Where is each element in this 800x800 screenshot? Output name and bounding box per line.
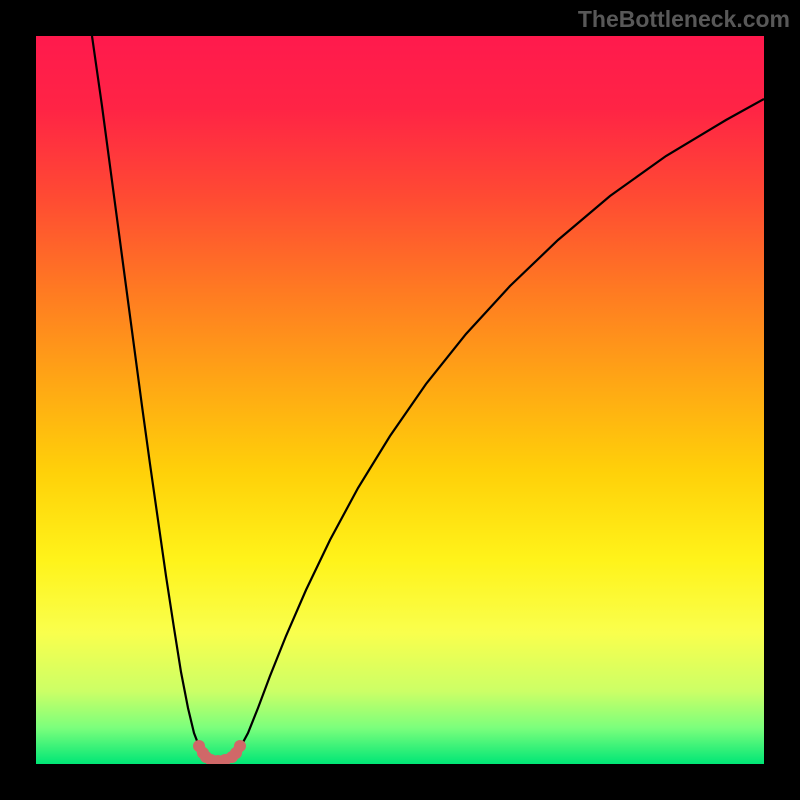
curve-dip-markers — [193, 740, 246, 764]
curve-left-branch — [92, 36, 203, 753]
watermark-text: TheBottleneck.com — [578, 6, 790, 33]
curve-right-branch — [236, 99, 764, 753]
plot-area — [36, 36, 764, 764]
dip-marker — [234, 740, 246, 752]
curve-layer — [36, 36, 764, 764]
chart-container: TheBottleneck.com — [0, 0, 800, 800]
